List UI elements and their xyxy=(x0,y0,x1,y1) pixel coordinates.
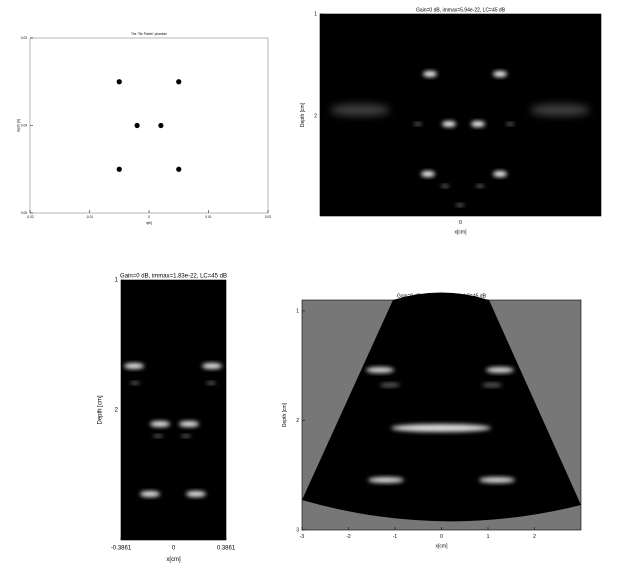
speckle xyxy=(486,367,514,373)
x-tick-label: -3 xyxy=(300,534,305,540)
speckle xyxy=(330,104,390,116)
speckle xyxy=(506,123,514,126)
speckle xyxy=(476,185,484,188)
y-tick-label: 0.04 xyxy=(21,123,27,127)
x-tick-label: 0 xyxy=(172,545,176,551)
speckle xyxy=(414,123,422,126)
y-axis-label: Depth [cm] xyxy=(282,402,288,427)
chart-panel: Gain=0 dB, immax=5.94e-22, LC=45 dB x[cm]… xyxy=(300,7,601,235)
chart-title: Gain=0 dB, immax=1.83e-22, LC=45 dB xyxy=(397,293,487,299)
speckle xyxy=(456,204,464,207)
y-tick-label: 2 xyxy=(314,113,317,119)
image-area xyxy=(121,280,226,540)
speckle xyxy=(366,367,394,373)
x-tick-label: -1 xyxy=(393,534,398,540)
x-tick-label: -0.01 xyxy=(86,215,93,219)
speckle xyxy=(442,121,456,127)
x-tick-label: 0 xyxy=(440,534,443,540)
speckle xyxy=(202,363,222,369)
speckle xyxy=(206,382,216,385)
y-tick-label: 1 xyxy=(115,278,119,284)
point xyxy=(158,123,163,128)
speckle xyxy=(368,477,404,483)
y-tick-label: 2 xyxy=(296,418,299,424)
y-axis-label: Depth [cm] xyxy=(98,395,104,424)
speckle xyxy=(482,383,502,387)
axes-box xyxy=(30,38,268,213)
speckle xyxy=(181,435,191,438)
speckle xyxy=(150,421,170,427)
y-tick-label: 1 xyxy=(314,11,317,17)
y-tick-label: 1 xyxy=(296,308,299,314)
speckle xyxy=(140,491,160,497)
point xyxy=(176,79,181,84)
speckle xyxy=(471,121,485,127)
speckle xyxy=(130,382,140,385)
x-tick-label: 0 xyxy=(459,220,462,226)
speckle xyxy=(479,477,515,483)
y-tick-label: 3 xyxy=(296,527,299,533)
x-tick-label: -0.3861 xyxy=(111,545,132,551)
y-tick-label: 2 xyxy=(115,408,119,414)
speckle xyxy=(493,171,507,177)
point xyxy=(176,167,181,172)
x-tick-label: 0.3861 xyxy=(217,545,236,551)
chart-title: Gain=0 dB, immax=1.83e-22, LC=45 dB xyxy=(120,274,227,280)
point xyxy=(135,123,140,128)
speckle xyxy=(423,71,437,77)
x-axis-label: x[cm] xyxy=(455,229,468,235)
speckle xyxy=(391,424,491,432)
chart-title: The "Six Points" phantom xyxy=(131,32,167,36)
speckle xyxy=(124,363,144,369)
x-tick-label: 2 xyxy=(533,534,536,540)
speckle xyxy=(530,104,590,116)
chart-panel: Gain=0 dB, immax=1.83e-22, LC=45 dB x[cm]… xyxy=(98,274,236,563)
speckle xyxy=(421,171,435,177)
y-tick-label: 0.03 xyxy=(21,36,27,40)
figure: The "Six Points" phantomx[m]depth [m]-0.… xyxy=(0,0,621,567)
x-axis-label: x[m] xyxy=(146,221,152,225)
chart-title: Gain=0 dB, immax=5.94e-22, LC=45 dB xyxy=(416,7,506,13)
x-axis-label: x[cm] xyxy=(166,557,181,563)
speckle xyxy=(179,421,199,427)
point xyxy=(117,167,122,172)
x-tick-label: 0.02 xyxy=(265,215,271,219)
x-tick-label: -0.02 xyxy=(26,215,33,219)
x-axis-label: x[cm] xyxy=(436,543,449,549)
y-axis-label: Depth [cm] xyxy=(300,102,306,127)
speckle xyxy=(380,383,400,387)
point xyxy=(117,79,122,84)
x-tick-label: -2 xyxy=(346,534,351,540)
speckle xyxy=(186,491,206,497)
x-tick-label: 1 xyxy=(487,534,490,540)
speckle xyxy=(441,185,449,188)
speckle xyxy=(493,71,507,77)
speckle xyxy=(153,435,163,438)
y-tick-label: 0.05 xyxy=(21,211,27,215)
x-tick-label: 0 xyxy=(148,215,150,219)
chart-panel: Gain=0 dB, immax=1.83e-22, LC=45 dB x[cm]… xyxy=(282,293,581,550)
x-tick-label: 0.01 xyxy=(205,215,211,219)
